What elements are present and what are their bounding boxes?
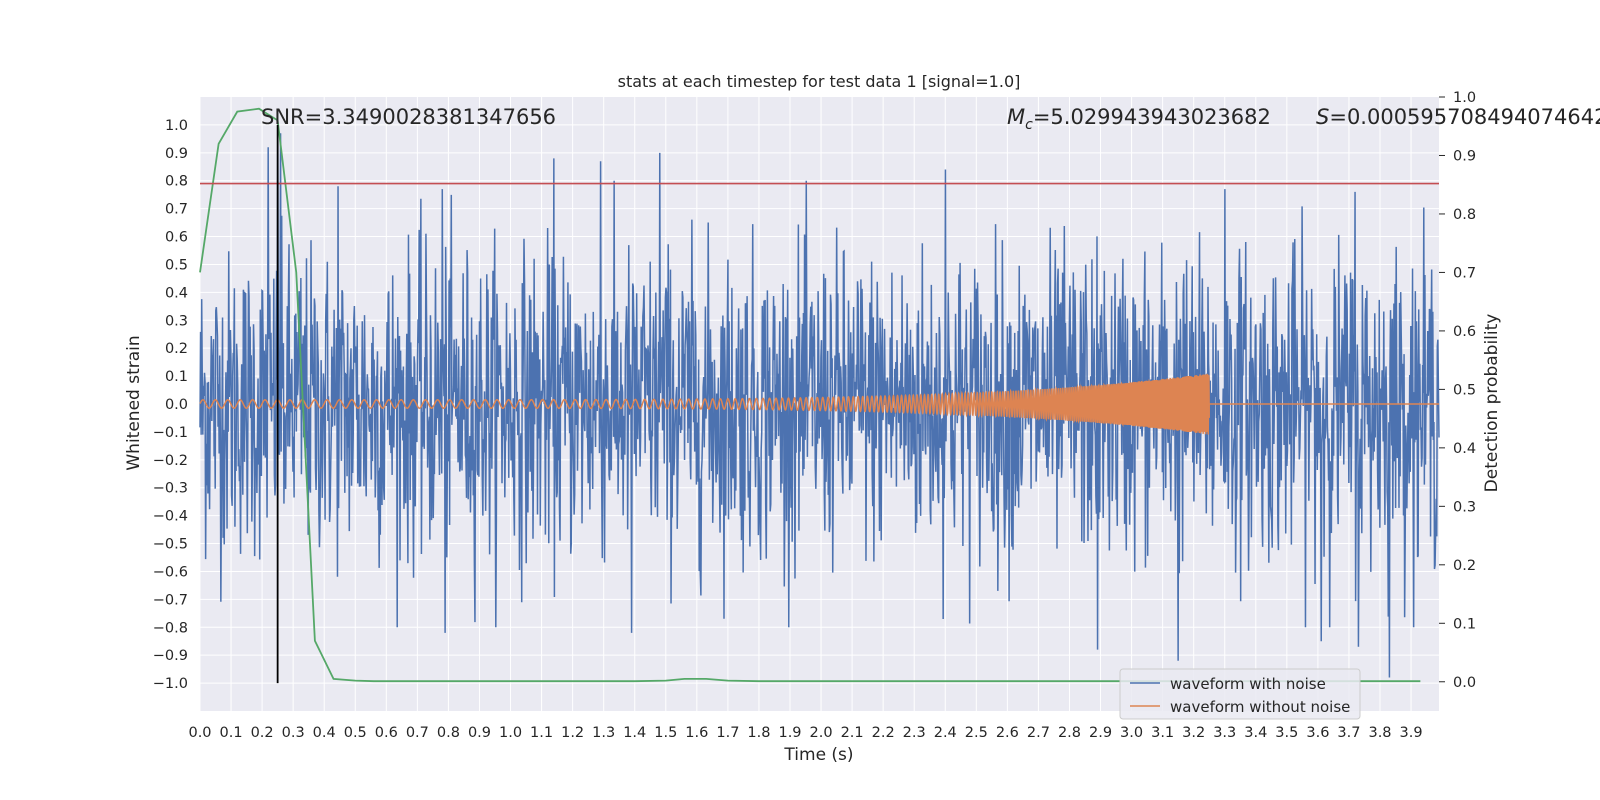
y-tick-label: −1.0: [153, 676, 188, 692]
x-tick-label: 1.1: [530, 725, 553, 741]
series-waveform-without-noise: [199, 373, 1439, 435]
y-tick-label: −0.6: [153, 564, 188, 580]
x-tick-label: 0.1: [220, 725, 243, 741]
x-tick-label: 0.5: [344, 725, 367, 741]
x-tick-label: 2.0: [810, 725, 833, 741]
x-tick-label: 3.5: [1275, 725, 1298, 741]
y-tick-label: 0.1: [165, 369, 188, 385]
y2-tick-label: 0.7: [1453, 265, 1476, 281]
x-tick-label: 3.0: [1120, 725, 1143, 741]
x-tick-label: 0.4: [313, 725, 336, 741]
y-tick-label: 0.6: [165, 230, 188, 246]
y-tick-label: 0.4: [165, 285, 188, 301]
x-tick-label: 3.2: [1182, 725, 1205, 741]
x-axis-label: Time (s): [783, 745, 853, 765]
mc-value: =5.029943943023682: [1033, 105, 1271, 129]
series-detection-probability: [199, 107, 1421, 683]
x-tick-label: 0.0: [188, 725, 211, 741]
x-tick-label: 1.9: [778, 725, 801, 741]
x-tick-label: 1.3: [592, 725, 615, 741]
x-tick-label: 1.5: [654, 725, 677, 741]
y2-tick-label: 0.4: [1453, 441, 1476, 457]
y-tick-label: 1.0: [165, 118, 188, 134]
snr-annotation: SNR=3.3490028381347656: [261, 105, 556, 129]
s-symbol: S: [1316, 105, 1329, 129]
x-tick-label: 3.7: [1337, 725, 1360, 741]
x-tick-label: 1.0: [499, 725, 522, 741]
y2-tick-label: 0.1: [1453, 616, 1476, 632]
x-tick-label: 2.3: [903, 725, 926, 741]
x-tick-label: 3.8: [1368, 725, 1391, 741]
y-tick-label: −0.4: [153, 509, 188, 525]
y2-tick-label: 0.2: [1453, 558, 1476, 574]
legend-label-clean: waveform without noise: [1170, 698, 1350, 716]
legend-label-noise: waveform with noise: [1170, 675, 1326, 693]
x-tick-label: 2.7: [1027, 725, 1050, 741]
y-tick-label: −0.7: [153, 592, 188, 608]
y2-tick-label: 1.0: [1453, 90, 1476, 106]
x-tick-label: 2.4: [934, 725, 957, 741]
y-tick-label: −0.3: [153, 481, 188, 497]
y-axis-label: Whitened strain: [124, 335, 144, 470]
y-tick-label: 0.7: [165, 202, 188, 218]
y2-tick-label: 0.5: [1453, 382, 1476, 398]
x-tick-label: 0.8: [437, 725, 460, 741]
y-tick-label: 0.9: [165, 146, 188, 162]
x-tick-label: 0.7: [406, 725, 429, 741]
x-tick-label: 3.6: [1306, 725, 1329, 741]
x-tick-label: 2.8: [1058, 725, 1081, 741]
y2-tick-label: 0.0: [1453, 675, 1476, 691]
x-tick-label: 3.9: [1400, 725, 1423, 741]
legend: waveform with noise waveform without noi…: [1119, 668, 1361, 720]
x-tick-label: 1.2: [561, 725, 584, 741]
x-tick-label: 0.3: [282, 725, 305, 741]
y2-tick-label: 0.6: [1453, 324, 1476, 340]
x-tick-label: 3.1: [1151, 725, 1174, 741]
mc-subscript: c: [1025, 117, 1033, 133]
mc-annotation: Mc=5.029943943023682: [1007, 105, 1271, 133]
x-tick-label: 2.6: [996, 725, 1019, 741]
mc-symbol: M: [1007, 105, 1025, 129]
x-tick-label: 1.6: [685, 725, 708, 741]
y2-tick-label: 0.9: [1453, 148, 1476, 164]
x-tick-label: 0.6: [375, 725, 398, 741]
s-annotation: S=0.0005957084940746426: [1316, 105, 1600, 129]
y-tick-label: 0.5: [165, 257, 188, 273]
x-tick-label: 1.4: [623, 725, 646, 741]
y-tick-label: −0.8: [153, 620, 188, 636]
y-tick-label: 0.8: [165, 174, 188, 190]
x-tick-label: 3.3: [1213, 725, 1236, 741]
s-value: =0.0005957084940746426: [1329, 105, 1600, 129]
y-tick-label: 0.0: [165, 397, 188, 413]
x-tick-label: 3.4: [1244, 725, 1267, 741]
x-tick-label: 2.2: [872, 725, 895, 741]
y2-tick-label: 0.3: [1453, 499, 1476, 515]
y-tick-label: 0.2: [165, 341, 188, 357]
x-tick-label: 2.5: [965, 725, 988, 741]
y-tick-label: −0.5: [153, 537, 188, 553]
y2-axis-label: Detection probability: [1482, 314, 1502, 493]
x-tick-label: 1.8: [747, 725, 770, 741]
x-tick-label: 2.1: [841, 725, 864, 741]
y-tick-label: −0.1: [153, 425, 188, 441]
y-tick-label: 0.3: [165, 313, 188, 329]
y-tick-label: −0.9: [153, 648, 188, 664]
x-tick-label: 1.7: [716, 725, 739, 741]
chart-title: stats at each timestep for test data 1 […: [618, 72, 1021, 91]
y-tick-label: −0.2: [153, 453, 188, 469]
x-tick-label: 0.9: [468, 725, 491, 741]
x-tick-label: 0.2: [251, 725, 274, 741]
x-tick-label: 2.9: [1089, 725, 1112, 741]
legend-box: [1119, 668, 1361, 720]
y2-tick-label: 0.8: [1453, 207, 1476, 223]
